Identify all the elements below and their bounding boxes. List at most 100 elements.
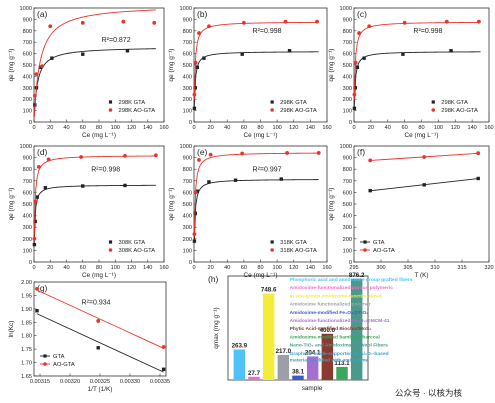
y-tick-label: 500 [183, 63, 192, 69]
panel-label: (b) [197, 9, 208, 19]
data-point [208, 152, 213, 157]
r-squared-annotation: R²=0.998 [413, 28, 442, 35]
data-point [193, 60, 198, 65]
y-tick-label: 600 [23, 52, 32, 58]
bar-value-label: 204.1 [305, 349, 321, 356]
y-tick-label: 900 [343, 156, 352, 162]
data-point [33, 219, 37, 224]
panel-label: (g) [37, 283, 48, 293]
x-axis-label: Ce (mg L⁻¹) [405, 132, 439, 139]
data-point [123, 153, 127, 158]
y-tick-label: 600 [23, 190, 32, 196]
x-axis-label: sample [302, 385, 323, 392]
y-tick-label: 400 [183, 74, 192, 80]
x-tick-label: 0.00330 [120, 379, 140, 385]
x-tick-label: 0.00315 [30, 379, 50, 385]
data-point [32, 242, 37, 247]
data-point [422, 155, 427, 159]
legend-label: 298K GTA [441, 100, 468, 106]
data-point [240, 52, 244, 56]
panels-layer: 0 20 40 60 80 100 120 140 1600100200300400500600… [8, 6, 494, 393]
x-tick-label: 140 [143, 125, 152, 131]
data-point [240, 151, 245, 156]
x-tick-label: 300 [376, 265, 385, 271]
legend-label: 308K GTA [119, 240, 146, 246]
legend-marker [270, 240, 274, 244]
y-tick-label: 1.75 [21, 347, 32, 353]
y-tick-label: 0 [349, 260, 352, 266]
x-tick-label: 40 [224, 125, 230, 131]
plot-frame [193, 7, 328, 123]
x-axis-label: Ce (mg L⁻¹) [82, 272, 116, 279]
y-tick-label: 0 [29, 260, 32, 266]
panel-g: 0.00315 0.00320 0.00325 0.00330 0.00335 1.65 1… [8, 280, 170, 393]
data-point [125, 49, 130, 53]
x-tick-label: 20 [47, 125, 53, 131]
bar-legend-entry: Phytic Acid-modified Biochar/MoS₂ [290, 326, 372, 332]
x-tick-label: 0 [192, 125, 195, 131]
x-axis-label: Ce (mg L⁻¹) [244, 132, 278, 139]
panel-label: (h) [208, 274, 219, 284]
y-tick-label: 300 [23, 225, 32, 231]
y-tick-label: 800 [343, 167, 352, 173]
y-tick-label: 900 [183, 156, 192, 162]
legend-marker [108, 248, 113, 252]
legend-marker [270, 248, 274, 252]
data-point [353, 60, 358, 65]
data-point [287, 49, 292, 53]
data-point [35, 309, 39, 313]
y-tick-label: 1.90 [21, 307, 32, 313]
y-tick-label: 200 [23, 97, 32, 103]
y-tick-label: 0 [29, 120, 32, 126]
y-tick-label: 200 [23, 237, 32, 243]
legend-label: 318K GTA [280, 240, 307, 246]
data-point [35, 195, 39, 199]
y-tick-label: 1.95 [21, 293, 32, 299]
x-tick-label: 140 [306, 265, 315, 271]
data-point [367, 24, 372, 29]
data-point [476, 151, 481, 156]
bar-value-label: 263.9 [232, 343, 248, 350]
data-point [192, 232, 197, 237]
y-tick-label: 1000 [20, 6, 32, 12]
x-axis-label: Ce (mg L⁻¹) [244, 272, 278, 279]
x-tick-label: 40 [63, 125, 69, 131]
data-point [152, 20, 157, 25]
x-tick-label: 310 [430, 265, 439, 271]
legend-label: 298K GTA [280, 100, 307, 106]
y-axis-label: qe (mg g⁻¹) [328, 49, 335, 82]
data-point [153, 153, 158, 158]
data-point [368, 158, 373, 163]
y-tick-label: 700 [183, 40, 192, 46]
bar-legend-entry: Amidoxime-modified bamboo charcoal [290, 334, 381, 340]
panel-d: 0 20 40 60 80 100 120 140 160 0 100 200 300 400 500 600… [8, 144, 169, 279]
x-axis-label: Ce (mg L⁻¹) [82, 132, 116, 139]
x-tick-label: 80 [96, 125, 102, 131]
x-tick-label: 140 [143, 265, 152, 271]
y-tick-label: 1.80 [21, 334, 32, 340]
legend-label: 318K AO-GTA [280, 248, 317, 254]
r-squared-annotation: R²=0.872 [102, 37, 131, 44]
bar-legend-entry: Amidoxime-modified Fe₃O₄@TiO₂ [290, 310, 369, 316]
bar-legend-entry: Nano-TiO₂ and Amidoximated Wool Fibers [290, 343, 389, 349]
x-tick-label: 120 [451, 125, 460, 131]
fit-line [33, 184, 156, 243]
data-point [32, 93, 37, 98]
data-point [46, 157, 51, 162]
data-point [32, 236, 37, 241]
y-tick-label: 900 [23, 156, 32, 162]
data-point [123, 183, 127, 188]
x-tick-label: 160 [322, 265, 331, 271]
y-tick-label: 400 [183, 214, 192, 220]
y-tick-label: 0 [189, 260, 192, 266]
data-point [50, 56, 54, 60]
x-tick-label: 160 [322, 125, 331, 131]
legend-marker [363, 240, 367, 244]
y-tick-label: 500 [23, 63, 32, 69]
bar [336, 366, 348, 380]
data-point [476, 19, 481, 24]
fit-line [193, 21, 319, 100]
data-point [357, 31, 361, 35]
y-axis-label: qmax (mg g⁻¹) [213, 307, 220, 348]
